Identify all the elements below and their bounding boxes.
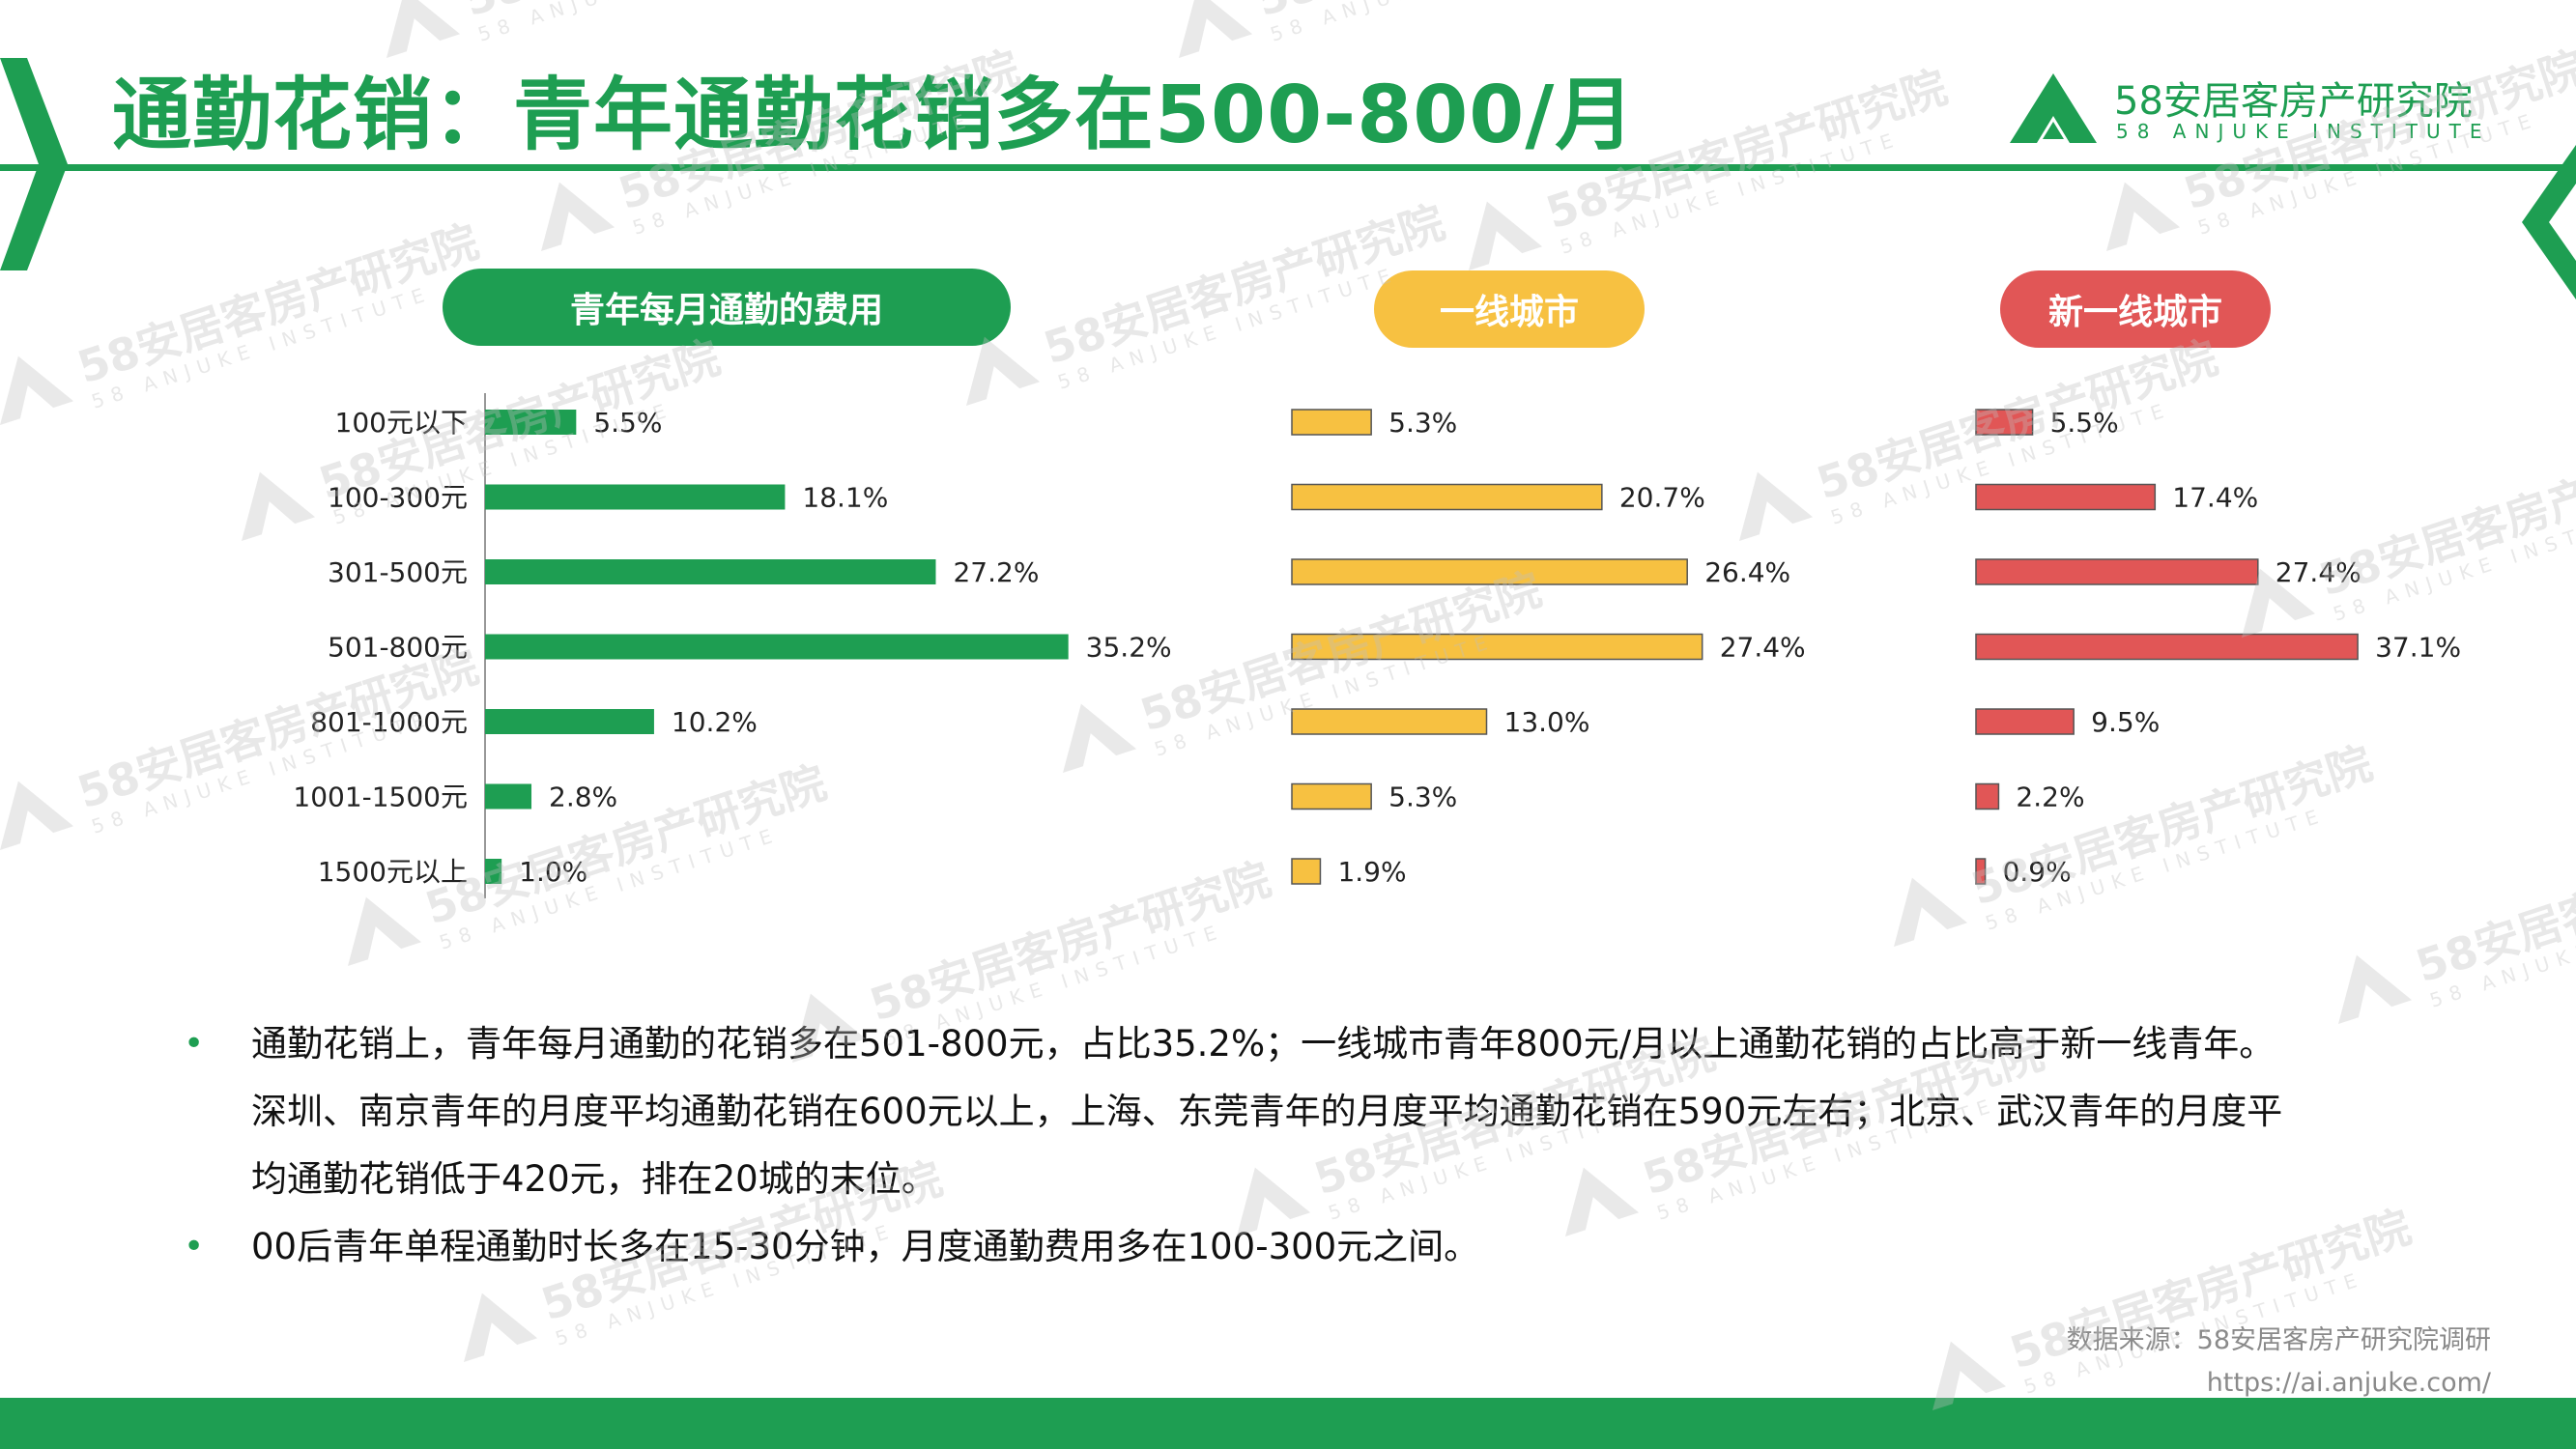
bar-chart-1: 100元以下 5.5% 100-300元 18.1% 301-500元 27.2% 501-… — [293, 393, 1172, 898]
bar — [1975, 483, 2157, 511]
bar — [1975, 858, 1987, 885]
title-divider — [0, 164, 2576, 171]
summary-bullet-2: • 00后青年单程通勤时长多在15-30分钟，月度通勤费用多在100-300元之… — [184, 1213, 2290, 1281]
data-label: 5.5% — [2050, 407, 2119, 439]
data-label: 1.9% — [1337, 856, 1406, 888]
logo-name: 58安居客房产研究院 — [2114, 79, 2473, 124]
data-source: 数据来源：58安居客房产研究院调研 https://ai.anjuke.com/ — [2067, 1320, 2491, 1405]
data-label: 2.8% — [549, 781, 617, 813]
data-label: 2.2% — [2016, 781, 2084, 813]
summary-bullet-1: • 通勤花销上，青年每月通勤的花销多在501-800元，占比35.2%；一线城市… — [184, 1010, 2290, 1213]
page-title: 通勤花销：青年通勤花销多在500-800/月 — [112, 70, 1636, 161]
data-label: 27.4% — [1720, 632, 1806, 664]
bar-chart-2: 5.3% 20.7% 26.4% 27.4% 13.0% 5.3% 1.9% — [1291, 407, 1806, 888]
data-label: 18.1% — [802, 482, 888, 514]
category-label: 1500元以上 — [318, 856, 468, 888]
data-label: 5.3% — [1388, 407, 1457, 439]
data-label: 10.2% — [672, 706, 758, 738]
data-label: 35.2% — [1086, 632, 1172, 664]
data-label: 17.4% — [2172, 482, 2258, 514]
summary-list: • 通勤花销上，青年每月通勤的花销多在501-800元，占比35.2%；一线城市… — [184, 1010, 2290, 1281]
bar — [1291, 782, 1372, 810]
summary-bullet-text-1: 通勤花销上，青年每月通勤的花销多在501-800元，占比35.2%；一线城市青年… — [251, 1023, 2283, 1200]
category-label: 801-1000元 — [310, 706, 468, 738]
bar-chart-3: 5.5% 17.4% 27.4% 37.1% 9.5% 2.2% 0.9% — [1975, 407, 2461, 888]
source-text: 数据来源：58安居客房产研究院调研 — [2066, 1325, 2491, 1355]
bar — [1291, 483, 1603, 511]
bar — [485, 709, 654, 734]
chart-title-new-tier1-pill: 新一线城市 — [2000, 270, 2271, 348]
data-label: 13.0% — [1504, 706, 1590, 738]
bar — [1291, 708, 1488, 735]
data-label: 1.0% — [519, 856, 587, 888]
bar — [1975, 409, 2034, 436]
category-label: 100-300元 — [328, 482, 468, 514]
data-label: 27.4% — [2275, 556, 2361, 588]
bar — [1975, 558, 2259, 585]
source-url: https://ai.anjuke.com/ — [2206, 1368, 2491, 1398]
category-label: 1001-1500元 — [293, 781, 468, 813]
data-label: 5.5% — [593, 407, 662, 439]
bar — [1291, 558, 1688, 585]
brand-logo: 58安居客房产研究院 58 ANJUKE INSTITUTE — [2010, 70, 2512, 147]
data-label: 5.3% — [1388, 781, 1457, 813]
bar — [1291, 409, 1372, 436]
data-label: 26.4% — [1704, 556, 1790, 588]
bar — [1291, 858, 1322, 885]
bar — [1975, 633, 2359, 661]
chart-title-tier1-pill: 一线城市 — [1374, 270, 1645, 348]
logo-subtitle: 58 ANJUKE INSTITUTE — [2116, 120, 2491, 143]
footer-bar — [0, 1398, 2576, 1449]
bullet-dot-icon: • — [184, 1024, 205, 1064]
bar — [485, 634, 1069, 660]
logo-mark-icon — [2010, 73, 2097, 143]
bar — [485, 783, 532, 810]
bar — [1975, 782, 2000, 810]
bar — [485, 410, 577, 435]
bar — [1975, 708, 2075, 735]
bullet-dot-icon: • — [184, 1227, 205, 1266]
bar — [1291, 633, 1703, 661]
data-label: 37.1% — [2375, 632, 2461, 664]
data-label: 9.5% — [2091, 706, 2160, 738]
summary-bullet-text-2: 00后青年单程通勤时长多在15-30分钟，月度通勤费用多在100-300元之间。 — [251, 1226, 1480, 1267]
data-label: 0.9% — [2003, 856, 2072, 888]
chart-title-all-pill: 青年每月通勤的费用 — [443, 269, 1011, 346]
data-label: 20.7% — [1619, 482, 1705, 514]
right-chevron-decoration — [2522, 145, 2576, 299]
bar — [485, 484, 786, 510]
category-label: 100元以下 — [335, 407, 468, 439]
category-label: 501-800元 — [328, 632, 468, 664]
data-label: 27.2% — [953, 556, 1039, 588]
bar — [485, 859, 502, 884]
category-label: 301-500元 — [328, 556, 468, 588]
bar — [485, 559, 936, 584]
